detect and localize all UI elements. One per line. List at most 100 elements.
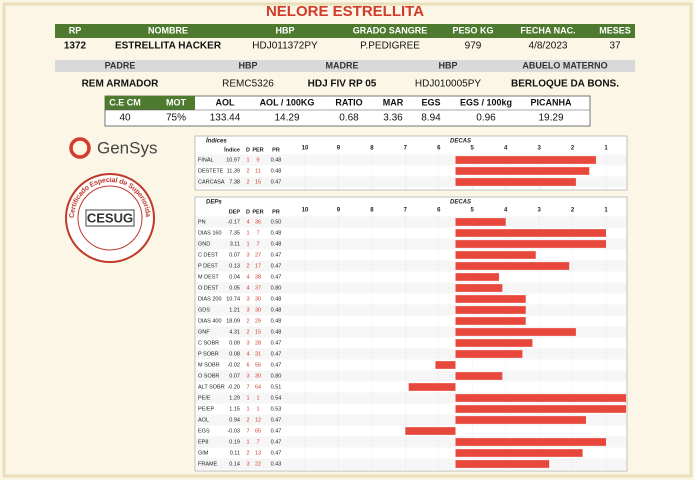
row-value: 4.31 [229, 329, 240, 335]
row-value: 1 [246, 439, 249, 445]
deca-bar [435, 361, 456, 369]
measures-value: 8.94 [421, 113, 441, 124]
row-value: 0.47 [271, 351, 282, 357]
row-stripe [196, 414, 626, 426]
row-value: 1.29 [229, 395, 240, 401]
deca-tick-label: 9 [337, 146, 341, 152]
row-value: 7 [256, 230, 259, 236]
row-value: 3.11 [230, 241, 240, 247]
row-value: 0.48 [271, 307, 282, 313]
parents-value: BERLOQUE DA BONS. [511, 79, 619, 90]
deca-tick-label: 1 [604, 146, 608, 152]
deca-bar [455, 167, 590, 175]
row-name: GIM [198, 450, 209, 456]
row-value: 27 [255, 252, 261, 258]
measures-header: C.E CM [109, 97, 141, 107]
animal-value: 4/8/2023 [529, 41, 568, 52]
row-value: 0.11 [230, 450, 240, 456]
row-value: 0.47 [271, 340, 282, 346]
row-value: 10.74 [226, 296, 240, 302]
measures-value: 133.44 [210, 113, 241, 124]
row-name: PN [198, 219, 206, 225]
row-value: 1 [246, 157, 249, 163]
row-value: 0.47 [271, 362, 282, 368]
cesug-inner [77, 185, 143, 251]
row-value: 7 [246, 384, 249, 390]
deca-bar [455, 350, 523, 358]
row-name: PE/EP [198, 406, 215, 412]
row-name: PE/E [198, 395, 211, 401]
row-value: 2 [246, 318, 249, 324]
measures-header: MAR [383, 97, 404, 107]
row-value: 3 [246, 252, 249, 258]
animal-value: ESTRELLITA HACKER [115, 41, 222, 52]
deca-bar [455, 438, 606, 446]
parents-header: PADRE [105, 60, 136, 70]
row-stripe [196, 392, 626, 404]
deca-tick-label: 4 [504, 208, 508, 214]
deca-tick-label: 5 [471, 146, 475, 152]
row-stripe [196, 370, 626, 382]
row-stripe [196, 271, 626, 283]
row-value: 0.94 [229, 417, 240, 423]
measures-value: 19.29 [538, 113, 563, 124]
row-name: C SOBR [198, 340, 219, 346]
row-value: 4 [246, 274, 249, 280]
row-value: 0.08 [229, 351, 240, 357]
title: NELORE ESTRELLITA [266, 3, 424, 20]
parents-value: REM ARMADOR [82, 79, 160, 90]
row-stripe [196, 458, 626, 470]
measures-value: 14.29 [274, 113, 299, 124]
deca-tick-label: 1 [604, 208, 608, 214]
row-name: DIAS 160 [198, 230, 222, 236]
row-value: 11 [255, 168, 261, 174]
deca-bar [455, 416, 586, 424]
column-header: DEP [229, 209, 241, 215]
deca-tick-label: 7 [404, 146, 408, 152]
row-name: CARCASA [198, 179, 225, 185]
deca-bar [455, 295, 526, 303]
column-header: D [246, 209, 250, 215]
measures-header: AOL [216, 97, 236, 107]
row-stripe [196, 249, 626, 261]
deca-tick-label: 10 [302, 146, 309, 152]
cesug-label-box [85, 209, 135, 227]
row-value: 36 [255, 219, 261, 225]
row-value: 0.54 [271, 395, 282, 401]
deca-bar [455, 218, 506, 226]
row-value: 0.51 [271, 384, 282, 390]
deca-bar [455, 339, 533, 347]
row-value: 2 [246, 168, 249, 174]
deca-tick-label: 3 [537, 146, 541, 152]
row-value: 0.48 [271, 241, 282, 247]
row-value: 1 [256, 406, 259, 412]
deca-bar [455, 240, 606, 248]
row-value: 0.47 [271, 417, 282, 423]
deca-tick-label: 9 [337, 208, 341, 214]
row-name: EP8 [198, 439, 208, 445]
deca-bar [408, 383, 456, 391]
row-value: 0.48 [271, 168, 282, 174]
row-name: ALT SOBR [198, 384, 225, 390]
deca-bar [455, 372, 503, 380]
row-value: 3 [246, 307, 249, 313]
column-header: Índice [224, 145, 240, 153]
deca-bar [455, 394, 627, 402]
gensys-logo: GenSys [97, 138, 157, 157]
row-value: 0.14 [229, 461, 240, 467]
deca-tick-label: 10 [302, 208, 309, 214]
row-name: DESTETE [198, 168, 224, 174]
row-value: -0.17 [227, 219, 240, 225]
row-name: GDS [198, 307, 210, 313]
row-value: 0.47 [271, 252, 282, 258]
animal-header-bg [55, 24, 635, 38]
row-name: O SOBR [198, 373, 219, 379]
animal-value: 37 [609, 41, 621, 52]
measures-header: EGS / 100kg [460, 97, 512, 107]
deca-bar [455, 306, 526, 314]
row-stripe [196, 238, 626, 250]
measures-header-bg [105, 96, 195, 110]
row-value: 2 [246, 329, 249, 335]
row-value: 31 [255, 351, 261, 357]
